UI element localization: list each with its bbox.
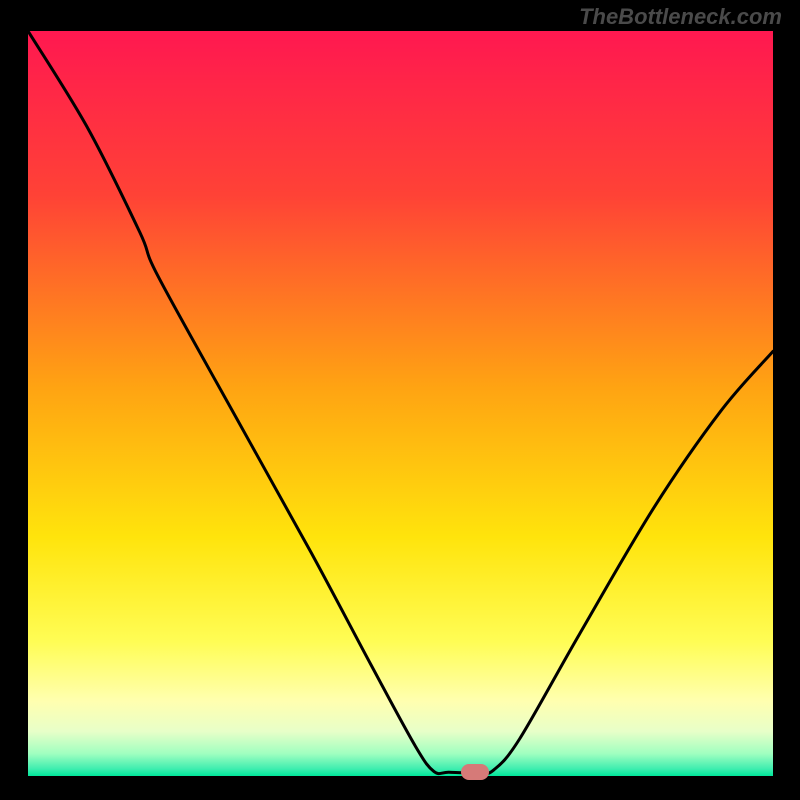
optimal-point-marker: [461, 764, 489, 780]
bottleneck-curve: [28, 31, 773, 776]
watermark-text: TheBottleneck.com: [579, 4, 782, 30]
chart-plot-area: [28, 31, 773, 776]
